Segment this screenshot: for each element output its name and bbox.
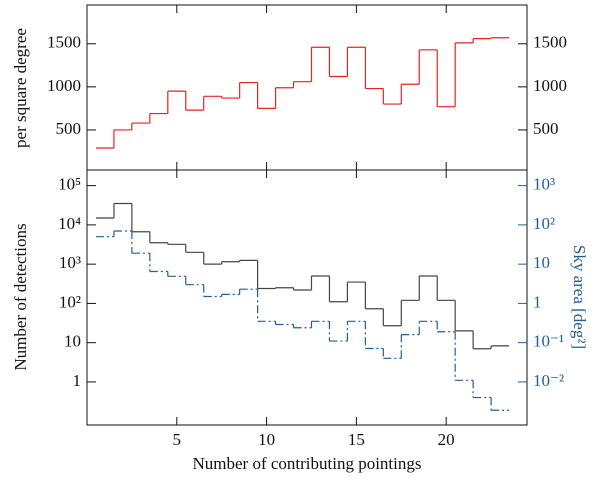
y2-tick-label: 10² xyxy=(533,214,555,233)
y2-tick-label: 10⁻¹ xyxy=(533,332,564,351)
y-tick-label: 500 xyxy=(56,119,82,138)
top-frame xyxy=(86,4,528,171)
y-tick-label: 1000 xyxy=(47,76,81,95)
y2-tick-label: 10⁻² xyxy=(533,371,564,390)
x-tick-label: 20 xyxy=(438,430,455,449)
bottom-frame xyxy=(86,169,528,426)
y-tick-label: 1500 xyxy=(47,33,81,52)
y-tick-label: 10⁴ xyxy=(58,214,81,233)
y-tick-label: 10⁵ xyxy=(58,175,81,194)
x-tick-label: 10 xyxy=(258,430,275,449)
x-tick-label: 5 xyxy=(173,430,182,449)
y2-tick-label: 1 xyxy=(533,292,542,311)
x-axis-label: Number of contributing pointings xyxy=(192,454,421,473)
y2-tick-label: 10 xyxy=(533,253,550,272)
y-tick-label: 500 xyxy=(533,119,559,138)
y-tick-label: 10 xyxy=(64,332,81,351)
y2-tick-label: 10³ xyxy=(533,175,555,194)
x-tick-label: 15 xyxy=(348,430,365,449)
y-tick-label: 1000 xyxy=(533,76,567,95)
y-tick-label: 10³ xyxy=(59,253,81,272)
y-axis-label: Number of detections xyxy=(11,223,30,370)
y-tick-label: 1500 xyxy=(533,33,567,52)
y-axis-label: per square degree xyxy=(11,28,30,148)
y2-axis-label: Sky area [deg²] xyxy=(570,245,589,349)
y-tick-label: 10² xyxy=(59,292,81,311)
y-tick-label: 1 xyxy=(73,371,82,390)
